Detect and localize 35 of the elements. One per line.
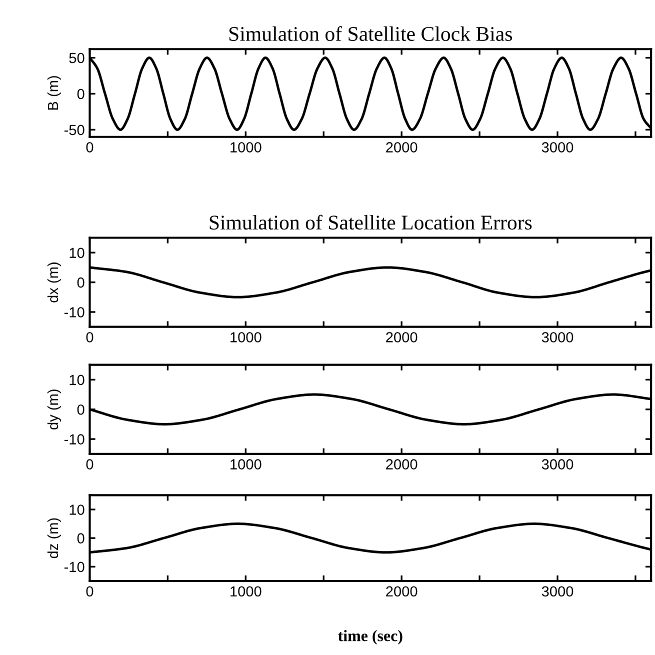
y-tick-label: 0 [77,404,84,415]
x-tick-label: 2000 [386,459,418,470]
x-tick-label: 0 [86,459,94,470]
y-tick-label: -10 [64,562,84,572]
x-tick-label: 0 [86,586,94,597]
x-tick-label: 1000 [230,332,262,342]
y-tick-label: 10 [70,248,84,258]
y-axis-title: dx (m) [47,262,62,302]
y-tick-label: 50 [69,52,84,64]
x-tick-label: 3000 [542,586,574,597]
chart-title: Simulation of Satellite Location Errors [210,214,532,230]
y-axis-title: B (m) [47,76,62,110]
x-tick-label: 2000 [386,586,418,597]
x-tick-label: 3000 [542,142,574,152]
x-tick-label: 3000 [542,459,574,470]
x-tick-label: 1000 [230,586,262,597]
x-tick-label: 0 [86,332,94,342]
y-tick-label: 0 [77,277,84,288]
x-tick-label: 0 [86,142,94,152]
y-tick-label: -10 [64,307,84,318]
y-tick-label: 10 [70,374,84,386]
x-tick-label: 1000 [230,142,262,152]
y-axis-title: dy (m) [47,390,62,430]
x-tick-label: 2000 [386,142,418,152]
y-tick-label: 10 [70,504,84,515]
x-tick-label: 3000 [542,332,574,342]
y-tick-label: -50 [64,124,84,136]
x-tick-label: 2000 [386,332,418,342]
y-tick-label: 0 [77,533,84,544]
y-axis-title: dz (m) [47,518,62,558]
x-tick-label: 1000 [230,459,262,470]
x-axis-title: time (sec) [338,630,402,644]
y-tick-label: 0 [77,88,84,100]
chart-title: Simulation of Satellite Clock Bias [229,26,512,41]
y-tick-label: -10 [64,434,84,444]
